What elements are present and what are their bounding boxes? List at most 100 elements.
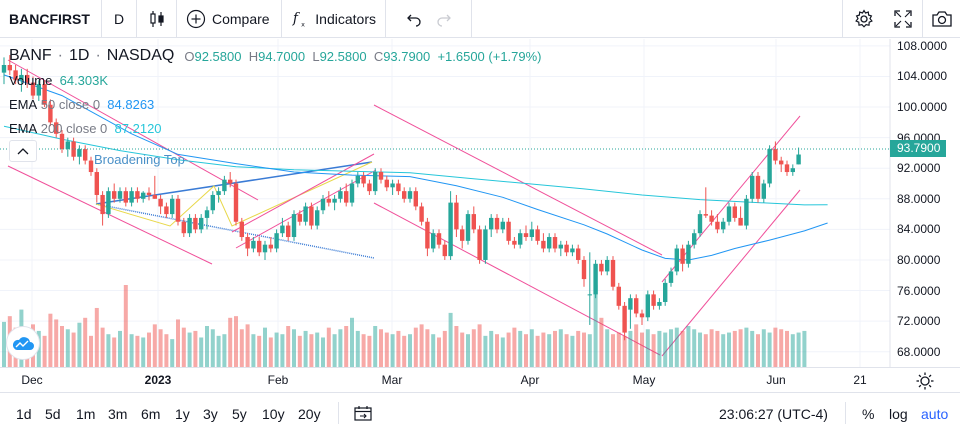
candle-body	[599, 263, 604, 272]
broadening-top-label[interactable]: Broadening Top	[94, 152, 185, 167]
candle	[732, 202, 737, 222]
volume-bar	[65, 329, 70, 367]
symbol-search-button[interactable]: BANCFIRST	[0, 0, 102, 38]
log-toggle[interactable]: log	[889, 406, 908, 422]
candle	[425, 217, 430, 257]
candle-body	[123, 191, 128, 203]
candle-body	[755, 175, 761, 199]
range-button-1m[interactable]: 1m	[76, 406, 96, 422]
candle	[680, 244, 685, 272]
volume-bar	[790, 334, 795, 367]
volume-bar	[118, 330, 122, 367]
candle-body	[309, 206, 314, 226]
range-button-6m[interactable]: 6m	[141, 406, 161, 422]
auto-toggle[interactable]: auto	[921, 406, 949, 422]
candle	[54, 118, 59, 138]
range-button-1y[interactable]: 1y	[175, 406, 190, 422]
candles-icon	[149, 10, 164, 27]
legend-collapse-button[interactable]	[9, 140, 37, 162]
candle-body	[593, 263, 598, 295]
legend-interval: 1D	[69, 47, 90, 64]
range-button-3y[interactable]: 3y	[203, 406, 218, 422]
volume-bar	[112, 337, 117, 367]
goto-date-icon[interactable]	[354, 405, 372, 421]
candle	[251, 237, 256, 253]
volume-bar	[390, 334, 395, 367]
interval-button[interactable]: D	[102, 0, 137, 38]
range-button-1d[interactable]: 1d	[16, 406, 32, 422]
candle-body	[280, 225, 285, 234]
candle-body	[709, 215, 714, 222]
candle	[552, 233, 558, 253]
channel-line[interactable]	[231, 153, 375, 233]
candle-body	[59, 133, 65, 150]
volume-bar	[750, 330, 755, 367]
volume-bar	[274, 332, 279, 367]
clock[interactable]: 23:06:27 (UTC-4)	[719, 406, 828, 422]
range-button-10y[interactable]: 10y	[262, 406, 285, 422]
range-button-5d[interactable]: 5d	[45, 406, 61, 422]
volume-bar	[239, 329, 244, 367]
fullscreen-button[interactable]	[884, 0, 922, 38]
candle-body	[106, 191, 111, 215]
settings-button[interactable]	[842, 0, 884, 38]
compare-button[interactable]: Compare	[177, 0, 282, 38]
candle-body	[384, 179, 389, 188]
candle	[518, 229, 523, 249]
chart-type-button[interactable]	[137, 0, 177, 38]
channel-line[interactable]	[7, 59, 259, 201]
candle	[616, 282, 621, 310]
candle-body	[373, 172, 378, 192]
volume-bar	[663, 332, 668, 367]
volume-bar	[779, 329, 784, 367]
candle	[547, 233, 552, 253]
volume-bar	[477, 324, 482, 367]
channel-line[interactable]	[661, 115, 801, 283]
undo-icon[interactable]	[406, 11, 422, 27]
candle	[210, 191, 215, 215]
redo-icon[interactable]	[436, 11, 452, 27]
volume-bar	[332, 334, 337, 367]
volume-bar	[106, 334, 111, 367]
legend-volume-row[interactable]: Volume 64.303K	[9, 68, 542, 92]
candle-body	[570, 248, 575, 253]
price-chart[interactable]	[0, 39, 960, 367]
candle	[639, 309, 645, 325]
channel-line[interactable]	[661, 189, 801, 357]
volume-bar	[83, 317, 88, 367]
candle-body	[761, 183, 766, 199]
symbol-label: BANCFIRST	[9, 10, 90, 27]
channel-line[interactable]	[373, 202, 661, 356]
candle-body	[30, 82, 36, 96]
candle	[187, 214, 192, 238]
indicators-button[interactable]: f x Indicators	[282, 0, 386, 38]
candle-body	[54, 122, 59, 134]
candle	[419, 202, 424, 226]
volume-bar	[669, 329, 673, 367]
ema200-name: EMA	[9, 120, 38, 136]
candle-body	[65, 141, 70, 150]
chart-pane[interactable]: 108.0000 104.0000 100.0000 96.0000 92.0000 88…	[0, 39, 960, 367]
top-toolbar: BANCFIRST D Compare f x Indicators	[0, 0, 960, 38]
tradingview-logo[interactable]	[6, 326, 40, 360]
channel-line[interactable]	[373, 104, 663, 256]
volume-bar	[379, 329, 383, 367]
time-scale[interactable]: Dec 2023 Feb Mar Apr May Jun 21	[0, 367, 960, 393]
range-button-3m[interactable]: 3m	[108, 406, 128, 422]
candle	[413, 187, 418, 211]
percent-toggle[interactable]: %	[862, 406, 875, 422]
candle-body	[518, 233, 523, 245]
screenshot-button[interactable]	[922, 0, 960, 38]
candle-body	[396, 183, 401, 192]
legend-ema50-row[interactable]: EMA 50 close 0 84.8263	[9, 92, 542, 116]
legend-ema200-row[interactable]: EMA 200 close 0 87.2120	[9, 116, 542, 140]
volume-bar	[599, 317, 604, 367]
volume-bar	[802, 330, 807, 367]
channel-line[interactable]	[7, 165, 213, 265]
range-button-20y[interactable]: 20y	[298, 406, 321, 422]
sun-settings-icon[interactable]	[916, 372, 934, 390]
range-button-5y[interactable]: 5y	[232, 406, 247, 422]
candle-body	[216, 191, 221, 195]
broadening-top-zigzag[interactable]	[95, 161, 373, 227]
candle-body	[268, 244, 273, 249]
